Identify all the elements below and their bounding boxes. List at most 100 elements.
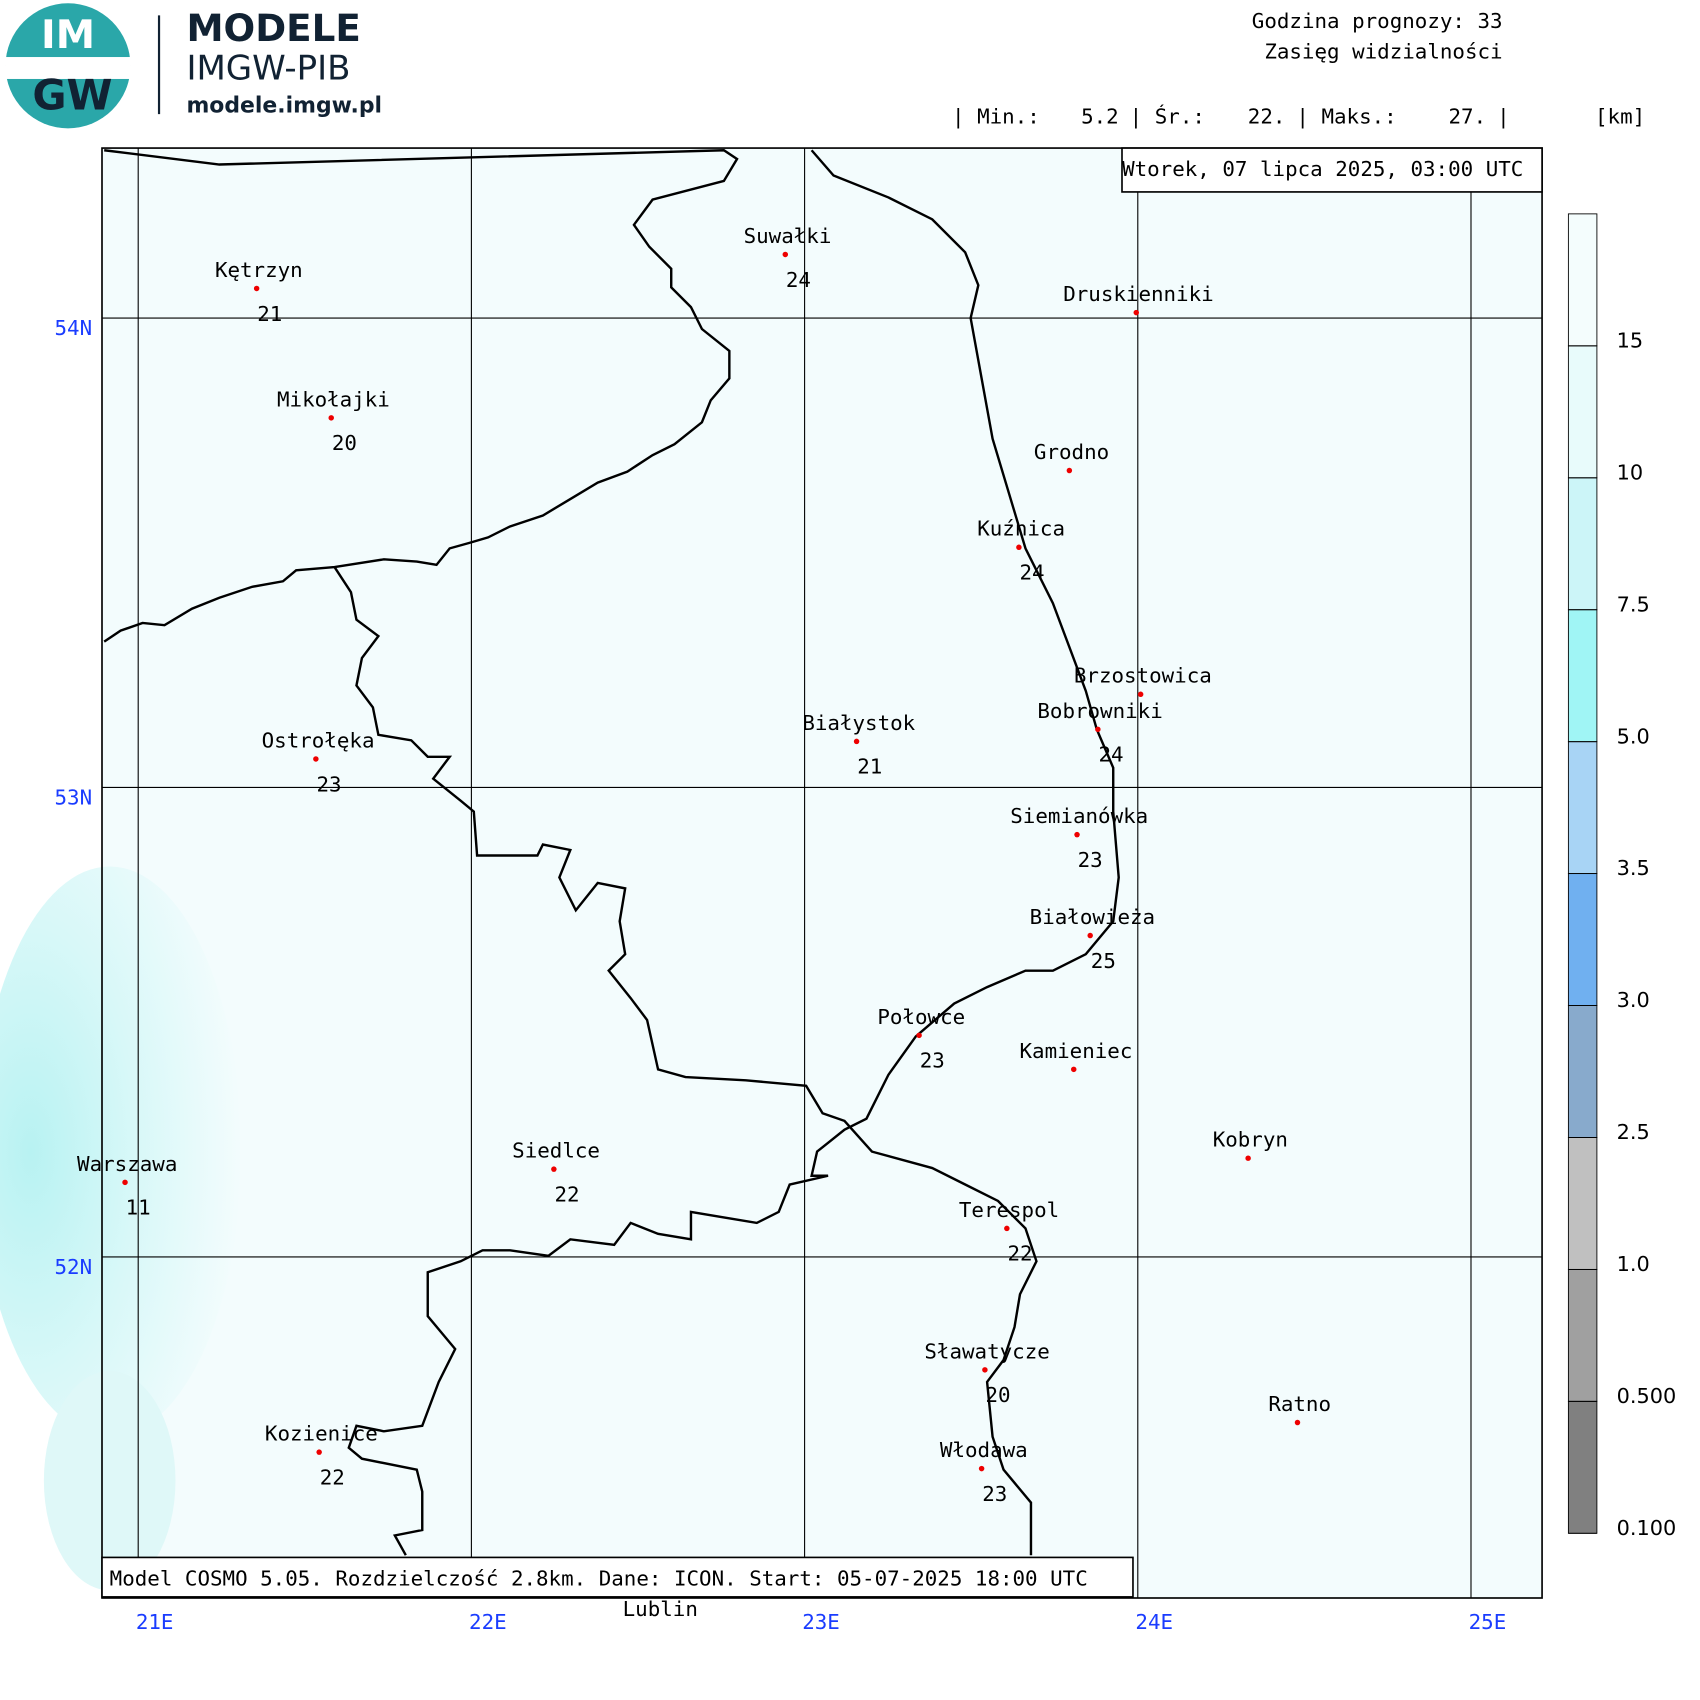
city-value: 21	[257, 302, 282, 326]
colorbar-segment	[1567, 1137, 1598, 1270]
colorbar-segment	[1567, 873, 1598, 1006]
lat-label: 52N	[55, 1255, 93, 1279]
colorbar-label: 3.0	[1617, 988, 1650, 1012]
colorbar-segment	[1567, 213, 1598, 347]
map-background	[102, 148, 1543, 1599]
city-value: 23	[982, 1482, 1007, 1506]
city-name: Brzostowica	[1074, 664, 1212, 688]
city-value: 24	[1020, 561, 1045, 585]
city-value: 25	[1091, 949, 1116, 973]
brand: MODELE	[186, 6, 360, 50]
valid-time: Wtorek, 07 lipca 2025, 03:00 UTC	[1122, 157, 1523, 181]
city-name: Grodno	[1034, 440, 1109, 464]
borders	[103, 149, 1120, 1556]
field-patch	[0, 866, 242, 1437]
city-name: Lublin	[623, 1597, 698, 1621]
city-dot	[1137, 691, 1144, 697]
city-value: 23	[920, 1049, 945, 1073]
city-value: 21	[857, 755, 882, 779]
stat-label: | Maks.:	[1296, 104, 1396, 129]
colorbar-label: 10	[1617, 460, 1644, 484]
stat-label: | Min.:	[952, 104, 1040, 129]
logo-text: GW	[32, 71, 112, 120]
city-dot	[313, 756, 319, 762]
city-dot	[1245, 1155, 1251, 1161]
city-dot	[782, 251, 789, 258]
city-name: Białowieża	[1030, 905, 1155, 929]
lon-label: 25E	[1469, 1610, 1507, 1634]
colorbar-segment	[1567, 477, 1598, 611]
lon-label: 21E	[136, 1610, 174, 1634]
city-name: Kętrzyn	[215, 258, 303, 282]
colorbar-label: 2.5	[1617, 1120, 1650, 1144]
stat-value: 5.2	[1081, 104, 1119, 128]
city-name: Siedlce	[512, 1139, 600, 1163]
forecast-hour: Godzina prognozy: 33	[1252, 9, 1503, 33]
city-name: Druskienniki	[1063, 282, 1213, 306]
colorbar: 0.100 0.500 1.0 2.5 3.0 3.5 5.0 7.5 10 15	[1567, 213, 1677, 1540]
city-name: Siemianówka	[1010, 804, 1148, 828]
city-value: 11	[126, 1196, 151, 1220]
field-patch	[43, 1370, 176, 1591]
city-name: Białystok	[802, 711, 915, 735]
model-info: Model COSMO 5.05. Rozdzielczość 2.8km. D…	[110, 1566, 1088, 1590]
border	[333, 566, 1038, 1556]
city-value: 22	[554, 1182, 579, 1206]
city-dot	[1071, 1066, 1077, 1073]
city-dot	[316, 1449, 322, 1455]
field-name: Zasięg widzialności	[1264, 40, 1502, 64]
colorbar-label: 15	[1617, 328, 1644, 352]
city-name: Kuźnica	[977, 517, 1065, 541]
cities: Kętrzyn 21 Suwałki 24 Druskienniki Mikołajki 2…	[77, 224, 1331, 1621]
city-value: 22	[1007, 1242, 1032, 1266]
city-value: 23	[1078, 848, 1103, 872]
stat-value: 22.	[1248, 104, 1286, 128]
footer-box	[101, 1556, 1134, 1598]
grid	[101, 148, 1543, 1598]
brand-sub: IMGW-PIB	[186, 49, 350, 89]
brand-url: modele.imgw.pl	[186, 93, 382, 118]
city-name: Warszawa	[77, 1152, 177, 1176]
colorbar-label: 0.500	[1617, 1384, 1677, 1408]
city-dot	[1066, 467, 1073, 474]
lat-label: 54N	[55, 316, 93, 340]
colorbar-label: 1.0	[1617, 1252, 1650, 1276]
city-name: Suwałki	[744, 224, 832, 248]
logo-band	[5, 57, 131, 79]
stat-label: |	[1497, 104, 1510, 129]
colorbar-label: 3.5	[1617, 856, 1650, 880]
city-name: Ostrołęka	[262, 728, 375, 752]
city-dot	[1133, 309, 1139, 316]
city-name: Połowce	[877, 1005, 965, 1029]
city-value: 20	[332, 431, 357, 455]
lon-label: 22E	[469, 1610, 507, 1634]
colorbar-segment	[1567, 1005, 1598, 1138]
city-value: 24	[786, 268, 811, 292]
city-value: 22	[320, 1465, 345, 1489]
city-dot	[122, 1179, 128, 1186]
city-dot	[1004, 1225, 1010, 1232]
border	[347, 149, 1120, 1556]
stat-value: 27.	[1449, 104, 1487, 128]
unit: [km]	[1595, 104, 1645, 128]
colorbar-label: 0.100	[1617, 1516, 1677, 1540]
colorbar-segment	[1567, 1400, 1598, 1534]
lat-label: 53N	[55, 785, 93, 809]
logo: IM GW MODELE IMGW-PIB modele.imgw.pl	[5, 3, 382, 129]
colorbar-segment	[1567, 741, 1598, 875]
city-name: Sławatycze	[924, 1339, 1049, 1363]
colorbar-segment	[1567, 609, 1598, 743]
city-name: Terespol	[959, 1198, 1059, 1222]
border	[103, 149, 739, 643]
city-dot	[853, 738, 860, 745]
colorbar-label: 5.0	[1617, 724, 1650, 748]
stat-label: | Śr.:	[1130, 103, 1205, 129]
city-value: 20	[986, 1383, 1011, 1407]
colorbar-segment	[1567, 345, 1598, 479]
city-name: Bobrowniki	[1037, 699, 1162, 723]
city-dot	[551, 1166, 557, 1172]
city-name: Włodawa	[940, 1438, 1028, 1462]
city-dot	[916, 1032, 922, 1039]
